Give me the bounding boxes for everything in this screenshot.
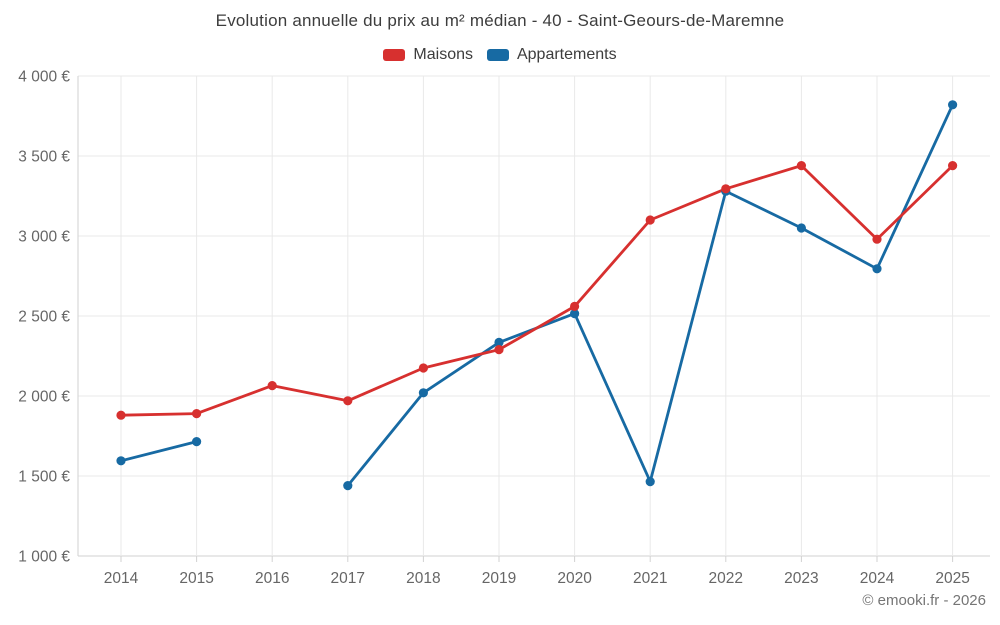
x-axis-tick-label: 2025 (935, 570, 969, 587)
data-point-maisons-2024 (872, 234, 882, 244)
data-point-maisons-2019 (494, 345, 504, 355)
data-point-appartements-2020 (570, 309, 580, 319)
data-point-appartements-2017 (343, 481, 353, 491)
data-point-appartements-2024 (872, 264, 882, 274)
x-axis-tick-label: 2018 (406, 570, 440, 587)
legend-label: Maisons (413, 46, 473, 63)
legend-label: Appartements (516, 46, 617, 63)
legend-item-maisons[interactable]: Maisons (383, 46, 473, 64)
series-line-appartements (119, 440, 199, 463)
legend-item-appartements[interactable]: Appartements (486, 46, 617, 64)
x-axis-tick-label: 2019 (482, 570, 516, 587)
x-axis-tick-label: 2023 (784, 570, 818, 587)
x-axis-tick-label: 2024 (860, 570, 895, 587)
data-point-maisons-2020 (570, 301, 580, 311)
data-point-maisons-2021 (645, 215, 655, 225)
chart-title: Evolution annuelle du prix au m² médian … (215, 11, 785, 30)
legend-swatch-maisons (383, 49, 406, 61)
x-axis-tick-label: 2020 (557, 570, 592, 587)
data-point-appartements-2014 (116, 456, 126, 466)
data-point-appartements-2015 (192, 437, 202, 447)
x-axis-tick-label: 2014 (104, 570, 139, 587)
y-axis-tick-label: 3 000 € (18, 229, 70, 246)
y-axis-tick-label: 3 500 € (18, 149, 70, 166)
copyright-footer: © emooki.fr - 2026 (862, 592, 986, 609)
y-axis-tick-label: 2 500 € (18, 309, 70, 326)
legend-swatch-appartements (486, 49, 509, 61)
y-axis-tick-label: 4 000 € (18, 69, 70, 86)
x-axis-tick-label: 2015 (179, 570, 213, 587)
series-line-maisons (119, 164, 954, 417)
data-point-appartements-2025 (948, 100, 958, 110)
data-point-appartements-2023 (796, 223, 807, 233)
data-point-maisons-2022 (721, 184, 731, 194)
y-axis-tick-label: 2 000 € (18, 389, 70, 406)
x-axis-tick-label: 2017 (331, 570, 365, 587)
data-point-appartements-2018 (418, 388, 428, 398)
data-point-maisons-2015 (192, 409, 202, 419)
chart-legend: Maisons Appartements (0, 46, 1000, 64)
y-axis-tick-label: 1 500 € (18, 469, 70, 486)
data-point-maisons-2016 (267, 381, 277, 391)
x-axis-tick-label: 2022 (709, 570, 743, 587)
data-point-maisons-2014 (116, 410, 126, 420)
x-axis-tick-label: 2016 (255, 570, 289, 587)
data-point-maisons-2023 (796, 161, 807, 171)
data-point-maisons-2017 (343, 396, 353, 406)
data-point-maisons-2025 (948, 161, 958, 171)
data-point-appartements-2019 (494, 337, 504, 347)
data-point-appartements-2021 (645, 477, 655, 487)
x-axis-tick-label: 2021 (633, 570, 667, 587)
data-point-maisons-2018 (418, 363, 428, 373)
y-axis-tick-label: 1 000 € (18, 549, 70, 566)
